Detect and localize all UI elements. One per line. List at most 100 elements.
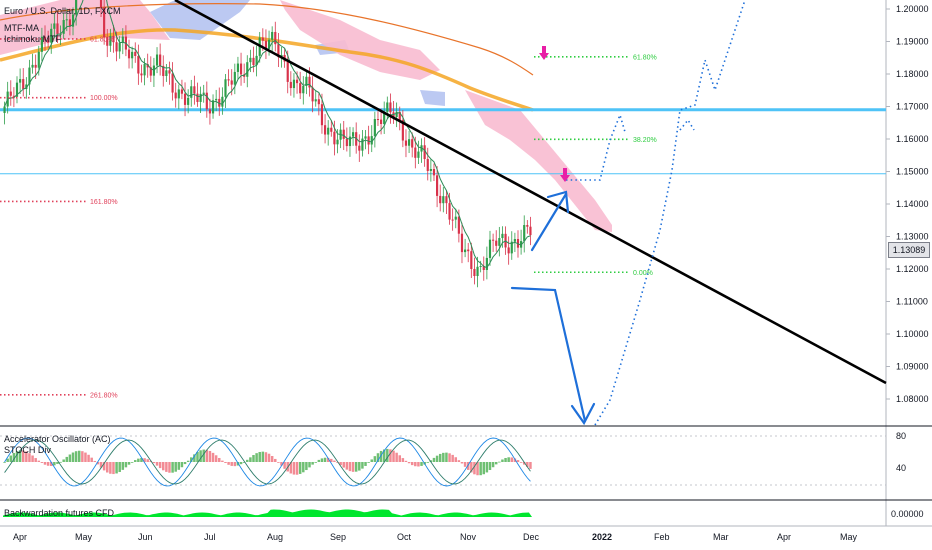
candle-body bbox=[218, 98, 221, 107]
candle-body bbox=[162, 65, 165, 77]
candle-body bbox=[320, 104, 324, 126]
candle-body bbox=[137, 55, 140, 74]
candle-body bbox=[180, 89, 184, 94]
oscillator-bar bbox=[84, 452, 87, 462]
oscillator-bar bbox=[370, 459, 373, 462]
price-tick-label: 1.13000 bbox=[896, 232, 929, 242]
oscillator-bar bbox=[249, 457, 252, 462]
down-marker-upper bbox=[539, 46, 549, 60]
candle-body bbox=[171, 73, 174, 93]
time-tick-label: Mar bbox=[713, 532, 729, 542]
oscillator-bar bbox=[417, 462, 420, 467]
oscillator-bar bbox=[3, 462, 6, 463]
oscillator-bar bbox=[165, 462, 168, 472]
indicator-legend-mtf-ma[interactable]: MTF-MA bbox=[4, 23, 39, 33]
candle-body bbox=[19, 79, 22, 83]
oscillator-bar bbox=[174, 462, 177, 472]
candle-body bbox=[467, 249, 470, 252]
oscillator-bar bbox=[395, 452, 398, 462]
price-panel[interactable] bbox=[0, 0, 886, 425]
candle-body bbox=[146, 64, 149, 68]
candle-body bbox=[230, 80, 233, 85]
time-tick-label: May bbox=[840, 532, 858, 542]
oscillator-bar bbox=[224, 462, 227, 463]
candle-body bbox=[439, 195, 442, 204]
oscillator-bar bbox=[146, 459, 149, 462]
oscillator-bar bbox=[56, 462, 59, 464]
oscillator-bar bbox=[314, 462, 317, 463]
candle-body bbox=[454, 216, 457, 220]
candle-body bbox=[187, 97, 190, 105]
oscillator-bar bbox=[339, 462, 342, 466]
oscillator-bar bbox=[330, 458, 333, 462]
oscillator-bar bbox=[451, 454, 454, 462]
time-axis[interactable]: Apr May Jun Jul Aug Sep Oct Nov Dec 2022 Feb Mar Apr… bbox=[13, 532, 858, 542]
price-tick-label: 1.19000 bbox=[896, 37, 929, 47]
oscillator-legend-ac[interactable]: Accelerator Oscillator (AC) bbox=[4, 434, 111, 444]
oscillator-bar bbox=[404, 460, 408, 462]
oscillator-bar bbox=[526, 462, 529, 467]
lower-indicator-legend[interactable]: Backwardation futures CFD bbox=[4, 508, 115, 518]
candle-body bbox=[355, 132, 358, 146]
price-axis[interactable]: 1.20000 1.19000 1.18000 1.17000 1.16000 1.150… bbox=[886, 4, 929, 404]
candle-body bbox=[233, 71, 236, 85]
oscillator-bar bbox=[227, 462, 230, 465]
candle-body bbox=[196, 93, 199, 102]
candle-body bbox=[345, 138, 348, 147]
oscillator-bar bbox=[261, 451, 265, 462]
oscillator-bar bbox=[336, 462, 339, 463]
oscillator-bar bbox=[295, 462, 299, 475]
oscillator-bar bbox=[59, 461, 62, 463]
bearish-arrowhead[interactable] bbox=[570, 402, 596, 426]
candle-body bbox=[398, 111, 401, 121]
bullish-arrowhead[interactable] bbox=[546, 190, 570, 214]
candle-body bbox=[423, 145, 426, 160]
candle-body bbox=[190, 86, 193, 98]
candle-body bbox=[401, 120, 404, 141]
price-tick-label: 1.09000 bbox=[896, 362, 929, 372]
oscillator-bar bbox=[358, 462, 361, 471]
dotted-projection-paths[interactable] bbox=[566, 0, 746, 426]
bearish-trendline[interactable] bbox=[174, 0, 887, 385]
candle-body bbox=[445, 196, 448, 204]
candle-body bbox=[264, 40, 268, 49]
candle-body bbox=[174, 92, 177, 99]
oscillator-bar bbox=[40, 462, 44, 463]
bullish-projection-arrow[interactable] bbox=[530, 192, 568, 252]
oscillator-bar bbox=[519, 462, 523, 463]
oscillator-bar bbox=[442, 452, 445, 462]
dotted-path-short[interactable] bbox=[566, 112, 626, 181]
oscillator-bar bbox=[463, 462, 467, 467]
projection-arrows[interactable] bbox=[510, 190, 596, 426]
candle-body bbox=[159, 54, 162, 66]
oscillator-bar bbox=[351, 462, 355, 472]
last-price-tag: 1.13089 bbox=[888, 242, 930, 258]
candle-body bbox=[482, 266, 485, 270]
candle-body bbox=[470, 251, 473, 269]
bearish-projection-path[interactable] bbox=[510, 286, 587, 423]
oscillator-bar bbox=[12, 453, 16, 462]
fibonacci-levels-right[interactable]: 61.80% 38.20% 0.00% bbox=[534, 54, 657, 277]
symbol-title[interactable]: Euro / U.S. Dollar, 1D, FXCM bbox=[4, 6, 121, 16]
candle-body bbox=[121, 36, 124, 43]
candle-body bbox=[370, 136, 373, 145]
candle-body bbox=[193, 86, 196, 94]
oscillator-bar bbox=[504, 457, 507, 462]
oscillator-bar bbox=[214, 455, 218, 462]
candle-body bbox=[53, 23, 56, 29]
oscillator-bar bbox=[71, 452, 75, 462]
oscillator-bar bbox=[134, 460, 137, 462]
oscillator-bar bbox=[37, 460, 41, 462]
oscillator-bar bbox=[171, 462, 174, 473]
oscillator-bar bbox=[308, 462, 311, 468]
candle-body bbox=[37, 51, 40, 68]
oscillator-legend-stoch[interactable]: STOCH Div bbox=[4, 445, 51, 455]
fibonacci-levels-left[interactable]: 61.80% 100.00% 161.80% 261.80% bbox=[0, 36, 118, 399]
osc-tick-80: 80 bbox=[896, 431, 906, 441]
time-tick-label: Nov bbox=[460, 532, 477, 542]
candle-body bbox=[342, 129, 345, 139]
accelerator-oscillator-histogram bbox=[3, 448, 532, 476]
oscillator-bar bbox=[34, 458, 37, 462]
indicator-legend-ichimoku[interactable]: Ichimoku MTF bbox=[4, 34, 62, 44]
